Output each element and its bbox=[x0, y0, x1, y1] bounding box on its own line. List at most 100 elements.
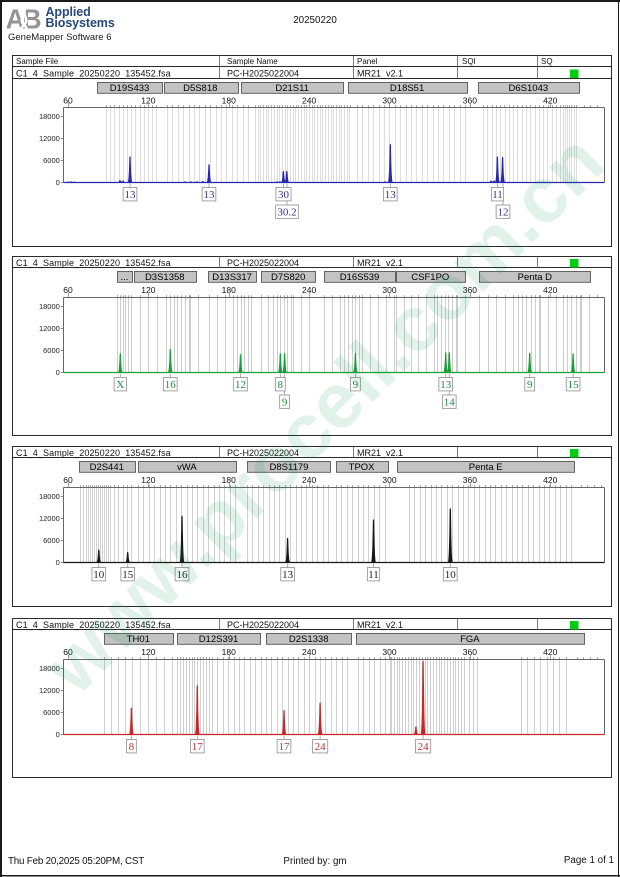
svg-text:12000: 12000 bbox=[39, 324, 60, 333]
svg-text:180: 180 bbox=[222, 96, 236, 106]
svg-text:60: 60 bbox=[63, 647, 73, 657]
svg-text:12: 12 bbox=[235, 379, 246, 391]
svg-text:180: 180 bbox=[222, 285, 236, 295]
svg-text:6000: 6000 bbox=[43, 346, 60, 355]
svg-text:300: 300 bbox=[382, 475, 396, 485]
svg-text:17: 17 bbox=[279, 741, 291, 753]
svg-text:C1_4_Sample_20250220_135452.fs: C1_4_Sample_20250220_135452.fsa bbox=[16, 620, 171, 630]
svg-text:D16S539: D16S539 bbox=[340, 272, 380, 283]
svg-text:MR21_v2.1: MR21_v2.1 bbox=[357, 448, 403, 458]
svg-text:420: 420 bbox=[543, 96, 557, 106]
svg-text:0: 0 bbox=[56, 558, 60, 567]
svg-text:PC-H2025022004: PC-H2025022004 bbox=[227, 258, 299, 268]
svg-text:MR21_v2.1: MR21_v2.1 bbox=[357, 258, 403, 268]
svg-text:D3S1358: D3S1358 bbox=[145, 272, 185, 283]
svg-text:120: 120 bbox=[141, 285, 155, 295]
svg-text:D5S818: D5S818 bbox=[183, 83, 217, 94]
svg-text:D18S51: D18S51 bbox=[390, 83, 424, 94]
svg-text:11: 11 bbox=[492, 189, 503, 201]
svg-text:FGA: FGA bbox=[460, 634, 480, 645]
svg-text:MR21_v2.1: MR21_v2.1 bbox=[357, 620, 403, 630]
svg-text:D7S820: D7S820 bbox=[271, 272, 305, 283]
svg-text:18000: 18000 bbox=[39, 112, 60, 121]
svg-text:C1_4_Sample_20250220_135452.fs: C1_4_Sample_20250220_135452.fsa bbox=[16, 448, 171, 458]
svg-text:420: 420 bbox=[543, 475, 557, 485]
svg-text:420: 420 bbox=[543, 285, 557, 295]
svg-text:13: 13 bbox=[125, 189, 137, 201]
svg-text:6000: 6000 bbox=[43, 156, 60, 165]
svg-text:CSF1PO: CSF1PO bbox=[411, 272, 449, 283]
svg-text:60: 60 bbox=[63, 285, 73, 295]
svg-text:12000: 12000 bbox=[39, 134, 60, 143]
svg-text:www.procell.com.cn: www.procell.com.cn bbox=[26, 117, 620, 711]
svg-text:14: 14 bbox=[444, 396, 456, 408]
svg-text:240: 240 bbox=[302, 285, 316, 295]
svg-text:15: 15 bbox=[568, 379, 580, 391]
svg-text:60: 60 bbox=[63, 475, 73, 485]
svg-text:240: 240 bbox=[302, 647, 316, 657]
svg-text:vWA: vWA bbox=[177, 462, 197, 473]
svg-text:D21S11: D21S11 bbox=[275, 83, 309, 94]
svg-text:10: 10 bbox=[445, 569, 457, 581]
svg-text:12000: 12000 bbox=[39, 686, 60, 695]
svg-text:8: 8 bbox=[278, 379, 284, 391]
svg-text:D19S433: D19S433 bbox=[110, 83, 150, 94]
svg-text:13: 13 bbox=[204, 189, 216, 201]
svg-text:Penta E: Penta E bbox=[469, 462, 503, 473]
svg-text:360: 360 bbox=[463, 475, 477, 485]
svg-text:17: 17 bbox=[192, 741, 204, 753]
svg-text:12000: 12000 bbox=[39, 514, 60, 523]
svg-text:Sample Name: Sample Name bbox=[227, 57, 278, 66]
svg-text:PC-H2025022004: PC-H2025022004 bbox=[227, 448, 299, 458]
svg-text:13: 13 bbox=[440, 379, 452, 391]
svg-text:C1_4_Sample_20250220_135452.fs: C1_4_Sample_20250220_135452.fsa bbox=[16, 258, 171, 268]
svg-text:16: 16 bbox=[177, 569, 189, 581]
svg-text:360: 360 bbox=[463, 285, 477, 295]
svg-text:180: 180 bbox=[222, 475, 236, 485]
svg-text:SQI: SQI bbox=[462, 57, 476, 66]
svg-text:30: 30 bbox=[278, 189, 290, 201]
svg-text:Panel: Panel bbox=[357, 57, 378, 66]
svg-text:MR21_v2.1: MR21_v2.1 bbox=[357, 69, 403, 79]
svg-text:18000: 18000 bbox=[39, 664, 60, 673]
svg-text:D6S1043: D6S1043 bbox=[509, 83, 549, 94]
svg-text:6000: 6000 bbox=[43, 536, 60, 545]
svg-text:9: 9 bbox=[527, 379, 533, 391]
svg-text:0: 0 bbox=[56, 730, 60, 739]
svg-text:18000: 18000 bbox=[39, 302, 60, 311]
svg-text:240: 240 bbox=[302, 475, 316, 485]
svg-text:Sample File: Sample File bbox=[16, 57, 59, 66]
svg-text:D13S317: D13S317 bbox=[212, 272, 252, 283]
svg-text:24: 24 bbox=[315, 741, 327, 753]
svg-text:180: 180 bbox=[222, 647, 236, 657]
svg-text:0: 0 bbox=[56, 178, 60, 187]
svg-text:PC-H2025022004: PC-H2025022004 bbox=[227, 69, 299, 79]
svg-text:6000: 6000 bbox=[43, 708, 60, 717]
svg-text:X: X bbox=[116, 379, 124, 391]
svg-text:TPOX: TPOX bbox=[349, 462, 376, 473]
svg-text:...: ... bbox=[121, 272, 129, 283]
svg-text:12: 12 bbox=[498, 206, 509, 218]
svg-text:0: 0 bbox=[56, 368, 60, 377]
svg-text:D8S1179: D8S1179 bbox=[270, 462, 309, 473]
svg-text:360: 360 bbox=[463, 96, 477, 106]
svg-text:D2S441: D2S441 bbox=[90, 462, 124, 473]
svg-text:C1_4_Sample_20250220_135452.fs: C1_4_Sample_20250220_135452.fsa bbox=[16, 69, 171, 79]
svg-text:300: 300 bbox=[382, 285, 396, 295]
svg-text:Penta D: Penta D bbox=[518, 272, 552, 283]
svg-text:60: 60 bbox=[63, 96, 73, 106]
svg-text:16: 16 bbox=[165, 379, 177, 391]
svg-text:24: 24 bbox=[418, 741, 430, 753]
svg-text:D12S391: D12S391 bbox=[199, 634, 239, 645]
svg-text:13: 13 bbox=[385, 189, 397, 201]
svg-text:9: 9 bbox=[282, 396, 288, 408]
svg-text:D2S1338: D2S1338 bbox=[289, 634, 329, 645]
svg-text:18000: 18000 bbox=[39, 492, 60, 501]
svg-text:300: 300 bbox=[382, 647, 396, 657]
svg-text:120: 120 bbox=[141, 475, 155, 485]
svg-text:SQ: SQ bbox=[541, 57, 553, 66]
svg-text:120: 120 bbox=[141, 647, 155, 657]
svg-text:300: 300 bbox=[382, 96, 396, 106]
svg-text:PC-H2025022004: PC-H2025022004 bbox=[227, 620, 299, 630]
svg-text:10: 10 bbox=[93, 569, 105, 581]
